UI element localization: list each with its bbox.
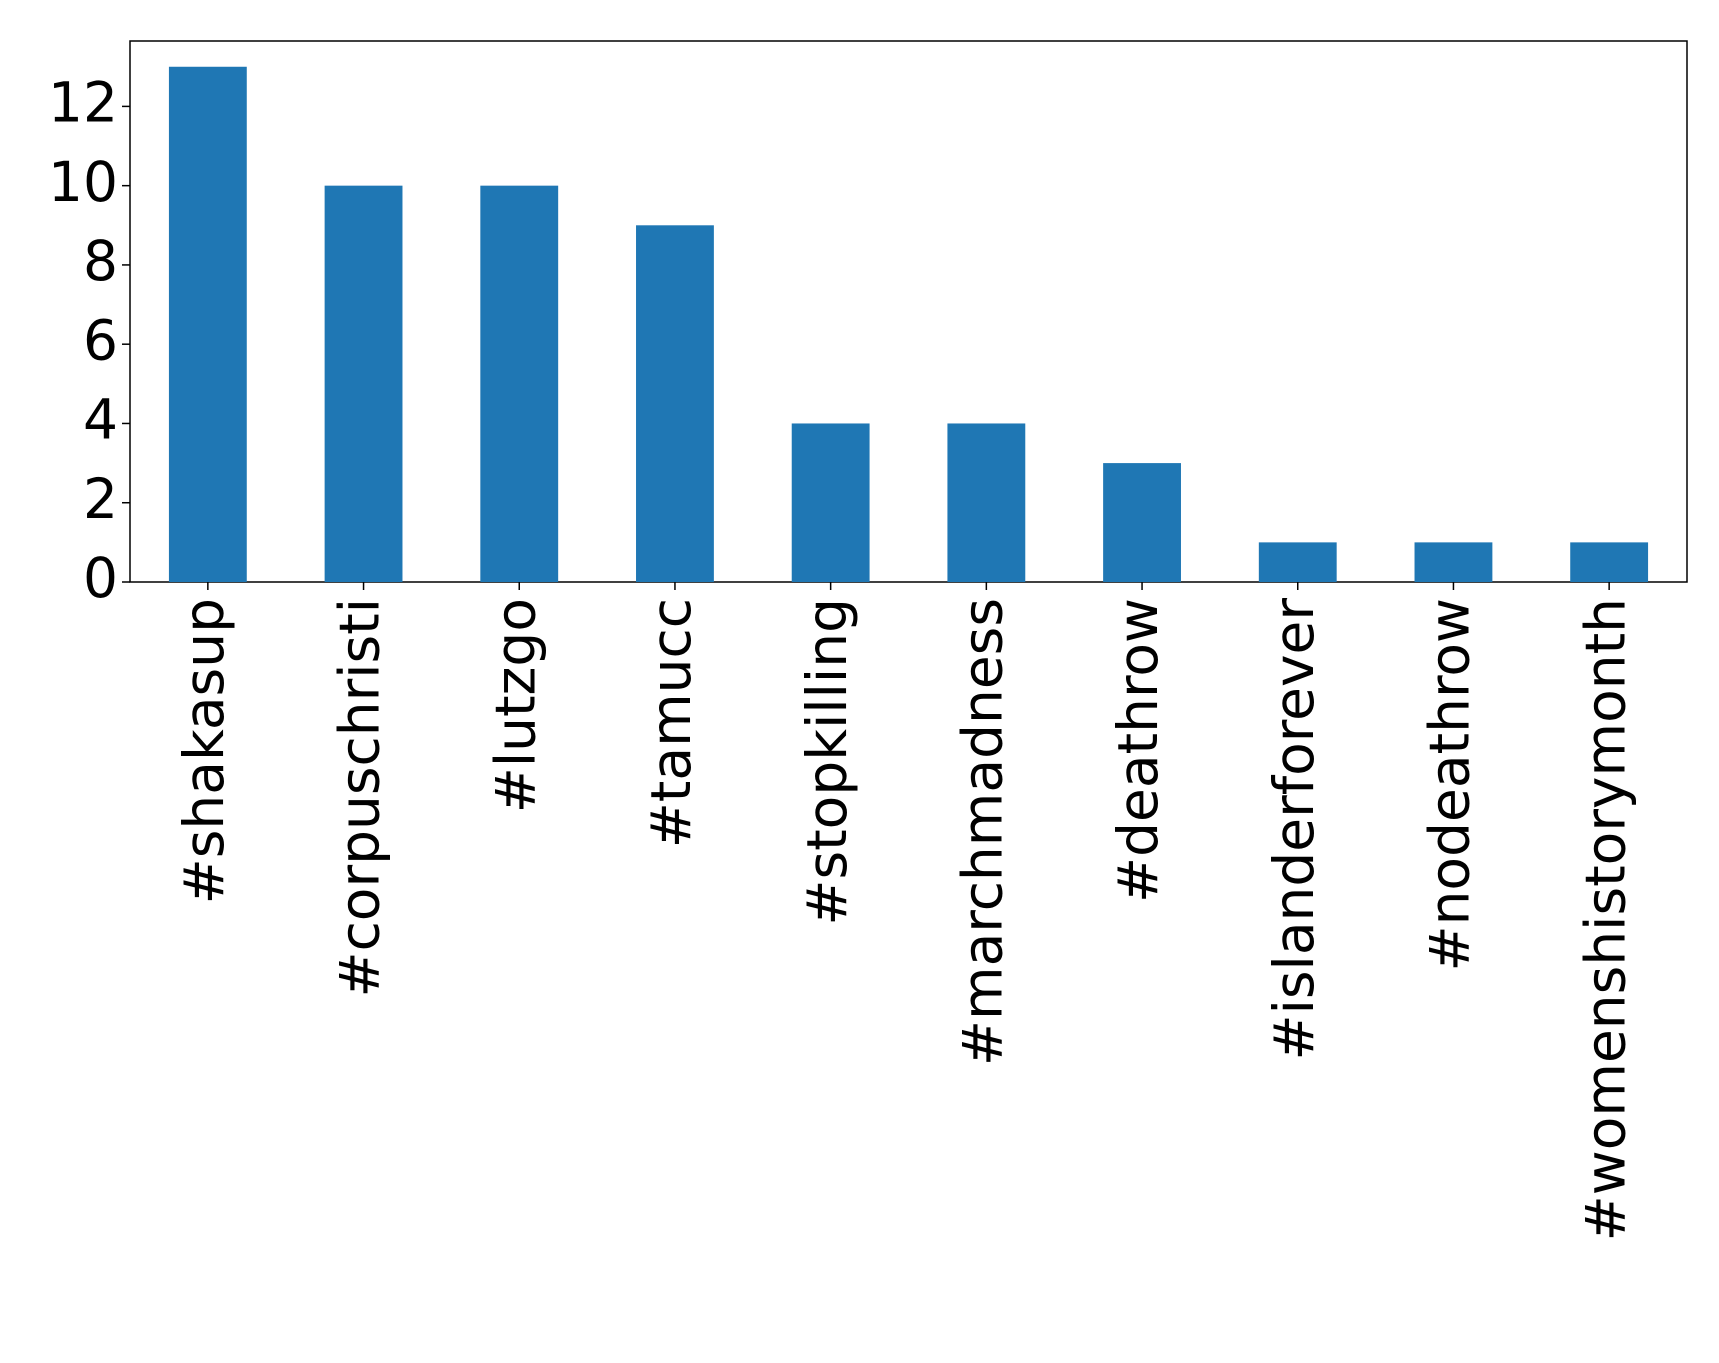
bar [1570, 542, 1649, 582]
x-tick-label: #nodeathrow [1418, 598, 1482, 972]
bar [947, 423, 1026, 582]
bar [1103, 463, 1181, 582]
x-tick-label: #corpuschristi [328, 598, 392, 998]
plot-frame [129, 40, 1688, 583]
x-tick-label: #tamucc [639, 598, 703, 848]
x-tick-label: #stopkilling [795, 598, 859, 926]
y-tick-label: 0 [83, 546, 118, 610]
bar [1258, 542, 1337, 582]
x-tick-label: #islanderforever [1262, 598, 1326, 1061]
x-tick-label: #deathrow [1106, 598, 1170, 903]
y-tick-label: 2 [83, 467, 118, 531]
y-tick-label: 10 [48, 150, 118, 214]
bar [636, 225, 714, 583]
x-tick-label: #marchmadness [950, 598, 1014, 1066]
y-tick-label: 4 [83, 388, 118, 452]
y-tick-label: 8 [83, 229, 118, 293]
x-tick-label: #womenshistorymonth [1573, 598, 1637, 1241]
x-tick-label: #shakasup [172, 598, 236, 904]
bar [480, 185, 559, 582]
y-tick-label: 12 [48, 71, 118, 135]
bar [791, 423, 870, 582]
bar [324, 185, 403, 582]
bar [1414, 542, 1493, 582]
y-tick-label: 6 [83, 308, 118, 372]
x-tick-label: #lutzgo [483, 598, 547, 813]
bar [168, 66, 247, 582]
